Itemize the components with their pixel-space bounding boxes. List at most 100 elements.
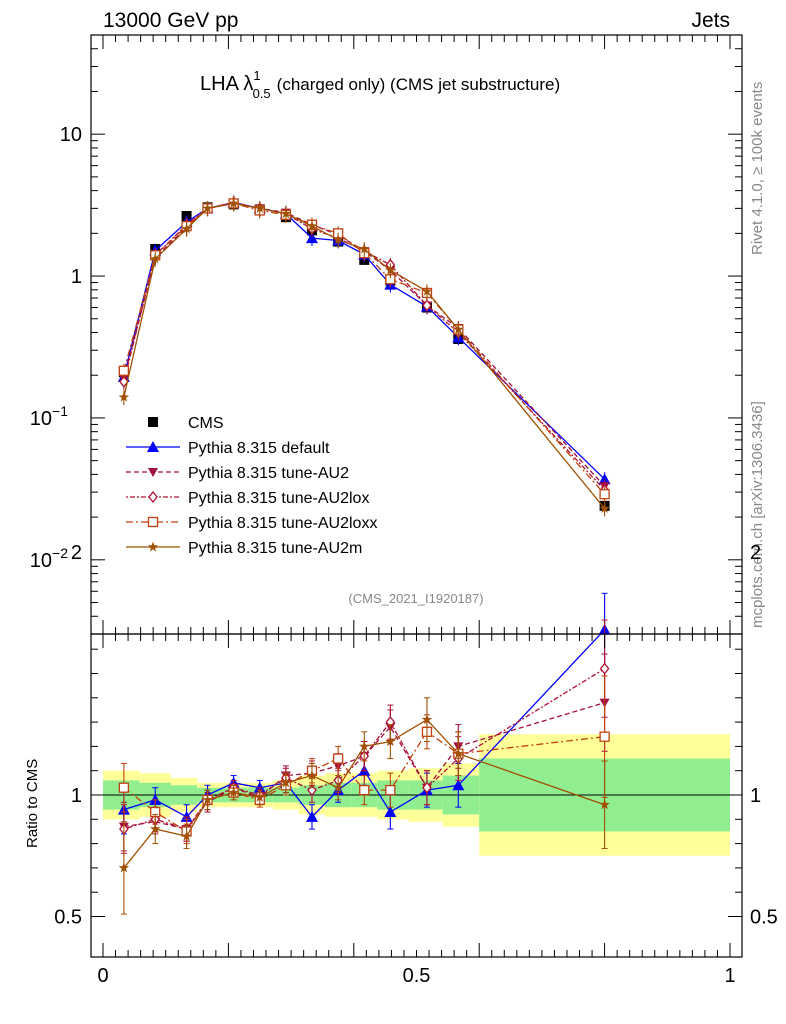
category-label: Jets	[691, 9, 730, 32]
title-sup: 1	[253, 68, 260, 83]
ratio-point-default	[305, 810, 318, 822]
ratio-point-AU2m	[421, 714, 433, 725]
ratio-point-default	[384, 806, 397, 818]
ratio-point-AU2m	[254, 791, 265, 802]
ratio-y-tick-label-right: 2	[750, 542, 761, 564]
ratio-panel: 0.5 0.5 1 1 2 2 0 0.5 1	[54, 542, 778, 987]
legend-label-AU2m: Pythia 8.315 tune-AU2m	[188, 540, 362, 557]
legend-marker-AU2loxx	[147, 516, 159, 528]
ratio-point-AU2m	[202, 794, 213, 805]
energy-label: 13000 GeV pp	[103, 9, 238, 32]
ratio-point-AU2m	[280, 777, 292, 788]
point-AU2m	[181, 223, 192, 234]
legend-label-default: Pythia 8.315 default	[188, 440, 330, 457]
legend-marker-default	[147, 441, 159, 452]
point-AU2lox	[422, 299, 432, 312]
point-default	[305, 232, 318, 244]
point-AU2loxx	[118, 365, 130, 376]
ratio-point-AU2m	[228, 787, 239, 797]
y-tick-base: 1	[71, 266, 82, 288]
ratio-point-AU2m	[118, 862, 130, 873]
ratio-point-AU2loxx	[359, 784, 370, 796]
y-tick-base: 10	[60, 124, 82, 146]
ratio-y-tick-label-right: 1	[750, 785, 761, 807]
ratio-point-AU2lox	[422, 781, 432, 794]
ratio-y-tick-label-right: 0.5	[750, 907, 778, 929]
y-tick-label: 10−2	[30, 545, 68, 572]
series-line-default	[123, 201, 606, 480]
ratio-ylabel: Ratio to CMS	[24, 759, 41, 848]
point-default	[598, 473, 611, 485]
ratio-point-AU2m	[332, 782, 344, 793]
y-tick-exponent: −1	[52, 403, 68, 419]
ratio-point-AU2m	[150, 823, 161, 834]
point-AU2loxx	[599, 489, 610, 500]
point-AU2lox	[119, 375, 129, 388]
ratio-point-AU2m	[385, 736, 396, 746]
point-AU2m	[385, 264, 396, 275]
point-AU2m	[202, 202, 213, 213]
point-AU2m	[306, 220, 318, 231]
ratio-line-AU2	[123, 702, 605, 830]
series-line-AU2m	[123, 202, 606, 509]
series-line-AU2	[123, 202, 606, 487]
point-AU2m	[254, 202, 265, 213]
point-AU2m	[118, 391, 130, 402]
y-tick-base: 10	[30, 408, 52, 430]
ratio-line-AU2lox	[123, 668, 605, 830]
point-AU2m	[280, 208, 292, 219]
legend-label-AU2loxx: Pythia 8.315 tune-AU2loxx	[188, 515, 377, 532]
x-tick-label: 1	[724, 965, 735, 987]
title-sub: 0.5	[253, 86, 271, 101]
point-AU2m	[228, 197, 239, 208]
plot-title: LHA λ1 0.5 (charged only) (CMS jet substru…	[200, 68, 560, 101]
legend-label-AU2lox: Pythia 8.315 tune-AU2lox	[188, 490, 369, 507]
mcplots-label: mcplots.cern.ch [arXiv:1306.3436]	[749, 401, 766, 628]
legend-marker-AU2lox	[148, 490, 158, 504]
ratio-y-tick-label-left: 2	[71, 542, 82, 564]
ratio-point-AU2m	[599, 799, 610, 810]
ratio-point-default	[452, 779, 465, 791]
ratio-line-AU2m	[123, 718, 605, 869]
y-tick-label: 10	[60, 124, 82, 146]
ratio-point-AU2loxx	[599, 731, 610, 742]
point-AU2m	[332, 234, 344, 245]
x-tick-label: 0	[97, 965, 108, 987]
legend-label-AU2: Pythia 8.315 tune-AU2	[188, 465, 349, 482]
ratio-y-tick-label-left: 0.5	[54, 907, 82, 929]
ratio-series-AU2m	[118, 697, 610, 915]
ratio-line-AU2loxx	[123, 730, 605, 833]
ratio-y-tick-label-left: 1	[71, 785, 82, 807]
y-tick-label: 10−1	[30, 403, 68, 430]
legend: CMS Pythia 8.315 default Pythia 8.315 tune…	[126, 415, 377, 557]
ratio-line-default	[123, 629, 606, 818]
analysis-id: (CMS_2021_I1920187)	[348, 591, 483, 606]
ratio-point-AU2lox	[599, 662, 610, 675]
point-AU2m	[453, 324, 464, 334]
ratio-point-AU2loxx	[332, 753, 344, 764]
ratio-point-AU2m	[306, 770, 318, 780]
ratio-point-AU2m	[453, 748, 464, 759]
y-tick-label: 1	[71, 266, 82, 288]
series-AU2m	[118, 196, 610, 517]
ratio-point-AU2loxx	[385, 784, 396, 796]
point-AU2m	[599, 503, 610, 513]
rivet-label: Rivet 4.1.0, ≥ 100k events	[749, 82, 766, 255]
legend-marker-AU2	[148, 468, 158, 477]
x-tick-label: 0.5	[403, 965, 431, 987]
ratio-point-AU2m	[359, 740, 370, 751]
legend-marker-AU2m	[147, 541, 159, 552]
point-AU2m	[150, 253, 161, 264]
point-AU2m	[359, 243, 370, 254]
legend-marker-CMS	[148, 417, 158, 427]
title-main: LHA λ	[200, 73, 253, 95]
ratio-point-AU2loxx	[118, 782, 130, 793]
title-rest: (charged only) (CMS jet substructure)	[277, 75, 560, 94]
ratio-point-AU2m	[181, 830, 192, 841]
y-tick-base: 10	[30, 550, 52, 572]
legend-label-CMS: CMS	[188, 415, 224, 432]
point-AU2m	[421, 285, 433, 296]
y-tick-exponent: −2	[52, 545, 68, 561]
